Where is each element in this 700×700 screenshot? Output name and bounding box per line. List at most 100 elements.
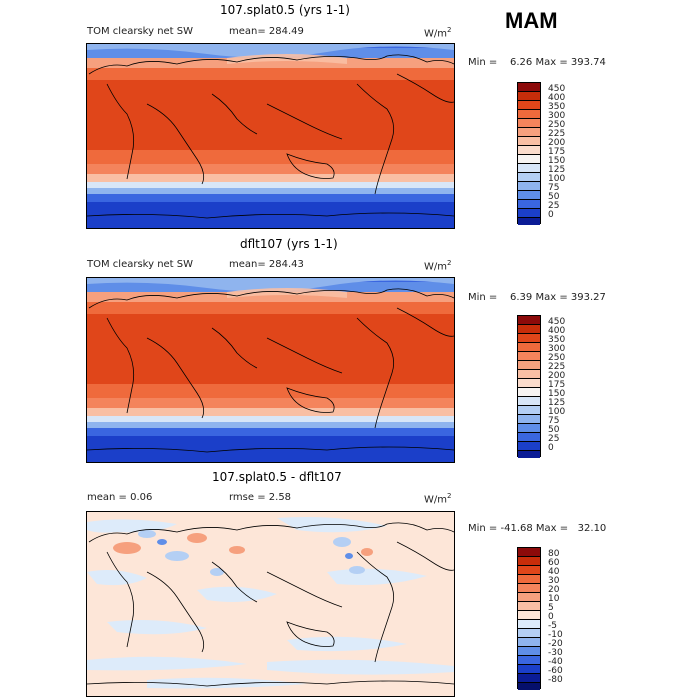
colorbar-label: -5 <box>548 621 557 631</box>
colorbar-label: 300 <box>548 111 566 121</box>
colorbar-swatch <box>518 424 540 433</box>
colorbar-swatch <box>518 665 540 674</box>
colorbar-label: 25 <box>548 201 560 211</box>
colorbar-label: 450 <box>548 317 566 327</box>
colorbar-swatch <box>518 433 540 442</box>
panel3-map <box>86 511 455 697</box>
panel1-variable: TOM clearsky net SW <box>87 26 194 37</box>
panel1-map <box>86 43 455 229</box>
panel3-colorbar <box>517 547 541 690</box>
panel1-mean: mean= 284.49 <box>229 26 304 37</box>
season-label: MAM <box>505 8 558 33</box>
colorbar-swatch <box>518 218 540 225</box>
colorbar-label: 60 <box>548 558 560 568</box>
colorbar-swatch <box>518 146 540 155</box>
colorbar-label: 100 <box>548 407 566 417</box>
colorbar-swatch <box>518 361 540 370</box>
colorbar-swatch <box>518 209 540 218</box>
colorbar-swatch <box>518 406 540 415</box>
colorbar-swatch <box>518 442 540 451</box>
colorbar-swatch <box>518 110 540 119</box>
colorbar-swatch <box>518 584 540 593</box>
colorbar-swatch <box>518 647 540 656</box>
colorbar-label: 400 <box>548 93 566 103</box>
colorbar-swatch <box>518 128 540 137</box>
colorbar-swatch <box>518 164 540 173</box>
panel2-map <box>86 277 455 463</box>
panel2-mean: mean= 284.43 <box>229 259 304 270</box>
colorbar-label: 20 <box>548 585 560 595</box>
panel3-title: 107.splat0.5 - dflt107 <box>212 470 342 484</box>
colorbar-label: 50 <box>548 192 560 202</box>
colorbar-swatch <box>518 379 540 388</box>
colorbar-label: 100 <box>548 174 566 184</box>
colorbar-swatch <box>518 683 540 690</box>
colorbar-label: -20 <box>548 639 563 649</box>
colorbar-label: -30 <box>548 648 563 658</box>
colorbar-label: 125 <box>548 165 566 175</box>
colorbar-swatch <box>518 101 540 110</box>
colorbar-swatch <box>518 316 540 325</box>
colorbar-swatch <box>518 629 540 638</box>
colorbar-swatch <box>518 656 540 665</box>
panel2-colorbar <box>517 315 541 458</box>
colorbar-label: 225 <box>548 129 566 139</box>
colorbar-label: 175 <box>548 147 566 157</box>
colorbar-label: 200 <box>548 138 566 148</box>
colorbar-swatch <box>518 566 540 575</box>
colorbar-label: 5 <box>548 603 554 613</box>
colorbar-label: 350 <box>548 335 566 345</box>
colorbar-label: -40 <box>548 657 563 667</box>
colorbar-label: 175 <box>548 380 566 390</box>
colorbar-swatch <box>518 611 540 620</box>
colorbar-swatch <box>518 155 540 164</box>
colorbar-label: -10 <box>548 630 563 640</box>
colorbar-label: 200 <box>548 371 566 381</box>
colorbar-swatch <box>518 200 540 209</box>
colorbar-swatch <box>518 191 540 200</box>
colorbar-label: 0 <box>548 612 554 622</box>
colorbar-swatch <box>518 370 540 379</box>
colorbar-swatch <box>518 119 540 128</box>
colorbar-label: 30 <box>548 576 560 586</box>
colorbar-swatch <box>518 548 540 557</box>
colorbar-label: 125 <box>548 398 566 408</box>
colorbar-swatch <box>518 92 540 101</box>
panel1-colorbar <box>517 82 541 225</box>
colorbar-label: 75 <box>548 183 560 193</box>
colorbar-label: 225 <box>548 362 566 372</box>
panel3-colorbar-labels: 80 60 40 30 20 10 5 0 -5 -10 -20 -30 -40… <box>548 549 578 691</box>
colorbar-label: 150 <box>548 389 566 399</box>
colorbar-label: 40 <box>548 567 560 577</box>
colorbar-swatch <box>518 334 540 343</box>
colorbar-label: 50 <box>548 425 560 435</box>
colorbar-swatch <box>518 182 540 191</box>
colorbar-swatch <box>518 137 540 146</box>
colorbar-swatch <box>518 674 540 683</box>
colorbar-swatch <box>518 451 540 458</box>
colorbar-label: 25 <box>548 434 560 444</box>
panel3-units: W/m2 <box>424 492 452 506</box>
colorbar-label: 250 <box>548 353 566 363</box>
colorbar-swatch <box>518 620 540 629</box>
colorbar-swatch <box>518 575 540 584</box>
colorbar-swatch <box>518 173 540 182</box>
colorbar-label: 400 <box>548 326 566 336</box>
panel2-units: W/m2 <box>424 259 452 273</box>
panel3-rmse: rmse = 2.58 <box>229 492 292 503</box>
panel2-minmax: Min = 6.39 Max = 393.27 <box>468 292 606 303</box>
colorbar-label: 300 <box>548 344 566 354</box>
colorbar-label: 350 <box>548 102 566 112</box>
colorbar-swatch <box>518 415 540 424</box>
colorbar-swatch <box>518 83 540 92</box>
colorbar-label: -60 <box>548 666 563 676</box>
colorbar-swatch <box>518 325 540 334</box>
colorbar-label: -80 <box>548 675 563 685</box>
colorbar-label: 150 <box>548 156 566 166</box>
panel3-mean: mean = 0.06 <box>87 492 153 503</box>
colorbar-label: 250 <box>548 120 566 130</box>
panel3-minmax: Min = -41.68 Max = 32.10 <box>468 523 607 534</box>
colorbar-swatch <box>518 593 540 602</box>
panel2-colorbar-labels: 450 400 350 300 250 225 200 175 150 125 … <box>548 317 578 459</box>
panel2-title: dflt107 (yrs 1-1) <box>240 237 338 251</box>
